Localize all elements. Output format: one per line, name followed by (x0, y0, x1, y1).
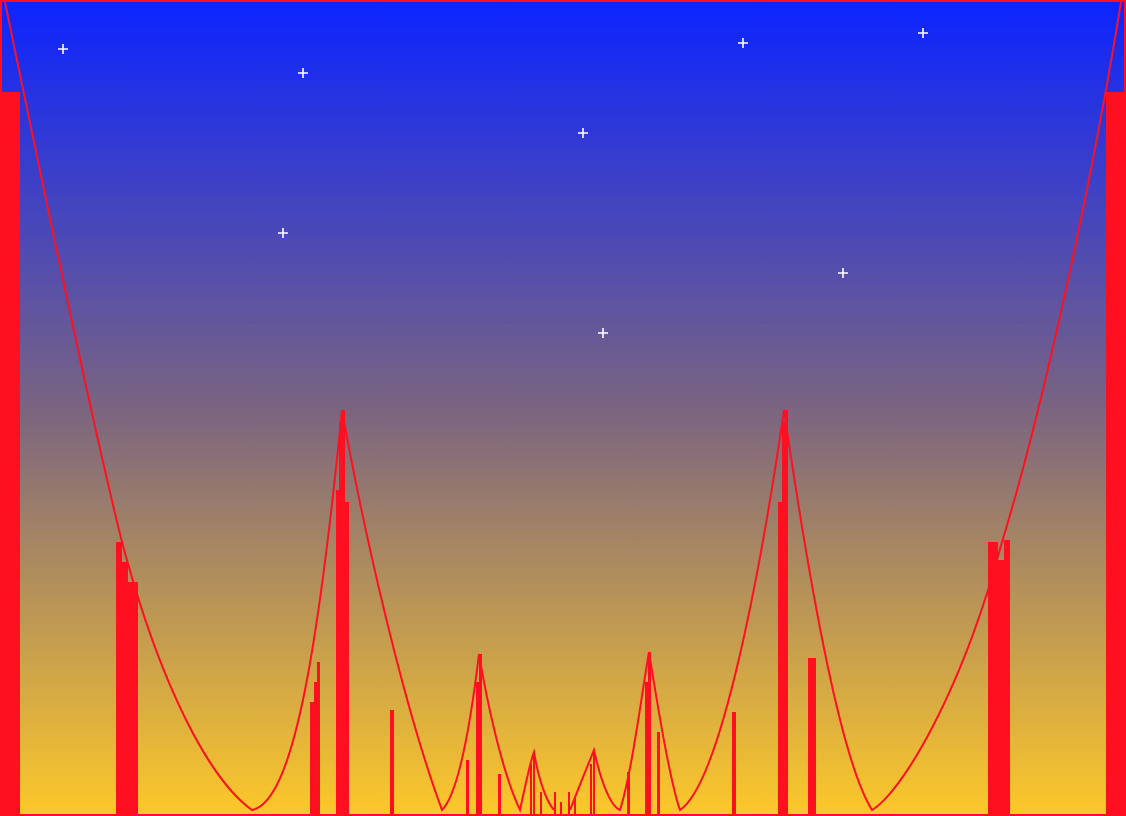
red-tower (479, 654, 482, 814)
red-tower (336, 490, 339, 814)
star-icon (578, 128, 588, 138)
red-tower (778, 502, 782, 814)
red-tower (540, 792, 542, 814)
star-icon (918, 28, 928, 38)
red-tower (648, 652, 651, 814)
star-icon (298, 68, 308, 78)
red-tower (732, 712, 736, 814)
red-tower (560, 802, 562, 814)
red-tower (568, 792, 570, 814)
red-tower (339, 422, 342, 814)
red-tower (533, 752, 535, 814)
red-tower (390, 710, 394, 814)
red-tower (498, 774, 501, 814)
red-tower (116, 542, 122, 814)
red-tower (998, 560, 1004, 814)
red-tower (342, 410, 345, 814)
star-icon (278, 228, 288, 238)
red-towers (2, 92, 1124, 814)
red-tower (2, 92, 20, 814)
star-field (58, 28, 928, 338)
red-tower (782, 422, 785, 814)
red-tower (476, 682, 479, 814)
red-tower (1004, 540, 1010, 814)
red-tower (317, 662, 320, 814)
red-tower (310, 702, 314, 814)
red-tower (466, 760, 469, 814)
star-icon (738, 38, 748, 48)
red-tower (530, 764, 532, 814)
red-tower (785, 410, 788, 814)
red-tower (574, 798, 576, 814)
red-tower (1106, 92, 1124, 814)
red-tower (590, 764, 592, 814)
red-tower (645, 682, 648, 814)
red-tower (593, 750, 595, 814)
red-tower (345, 502, 349, 814)
red-tower (627, 772, 630, 814)
star-icon (598, 328, 608, 338)
star-icon (838, 268, 848, 278)
red-tower (554, 792, 556, 814)
red-tower (808, 658, 816, 814)
red-tower (314, 682, 318, 814)
red-tower (988, 542, 998, 814)
red-tower (657, 732, 660, 814)
red-tower (128, 582, 138, 814)
red-tower (122, 562, 128, 814)
star-icon (58, 44, 68, 54)
